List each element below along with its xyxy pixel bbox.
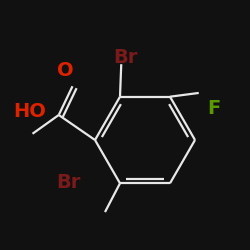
Text: Br: Br <box>56 173 81 192</box>
Text: O: O <box>57 60 73 80</box>
Text: HO: HO <box>14 102 46 121</box>
Text: F: F <box>207 99 220 118</box>
Text: Br: Br <box>113 48 137 67</box>
